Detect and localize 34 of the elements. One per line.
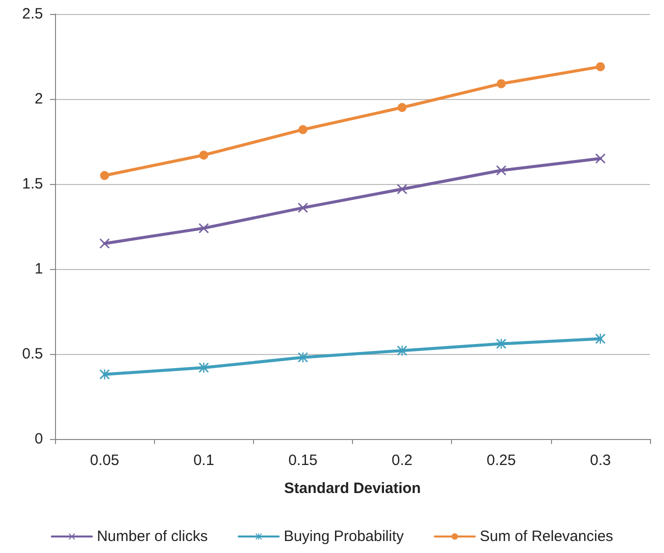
- x-axis-title: Standard Deviation: [284, 480, 421, 497]
- y-tick-label: 2: [34, 90, 43, 108]
- point: [199, 150, 208, 160]
- x-tick-label: 0.2: [392, 452, 413, 469]
- point: [298, 202, 308, 213]
- x-tick-label: 0.25: [486, 452, 516, 469]
- legend-label: Buying Probability: [284, 528, 404, 545]
- point: [595, 334, 606, 344]
- point: [496, 338, 506, 349]
- point: [100, 369, 110, 380]
- point: [397, 346, 408, 356]
- x-tick-label: 0.05: [90, 452, 120, 469]
- point: [596, 62, 605, 72]
- point: [100, 238, 110, 248]
- point: [496, 165, 506, 176]
- x-tick-label: 0.1: [193, 452, 214, 469]
- legend-label: Sum of Relevancies: [480, 528, 614, 545]
- point: [496, 79, 506, 88]
- x-tick-label: 0.15: [288, 452, 318, 469]
- y-tick-label: 1.5: [22, 176, 43, 192]
- point: [298, 125, 308, 134]
- y-tick-label: 1: [34, 260, 43, 278]
- point: [100, 171, 110, 180]
- point: [198, 223, 209, 234]
- point: [298, 352, 308, 362]
- y-tick-label: 0: [34, 430, 43, 448]
- legend-label: Number of clicks: [96, 528, 208, 545]
- point: [198, 362, 209, 373]
- point: [595, 154, 606, 164]
- y-tick-label: 0.5: [22, 346, 43, 362]
- x-tick-label: 0.3: [590, 452, 611, 469]
- y-tick-label: 2.5: [22, 6, 43, 22]
- point: [398, 103, 407, 112]
- point: [397, 184, 408, 194]
